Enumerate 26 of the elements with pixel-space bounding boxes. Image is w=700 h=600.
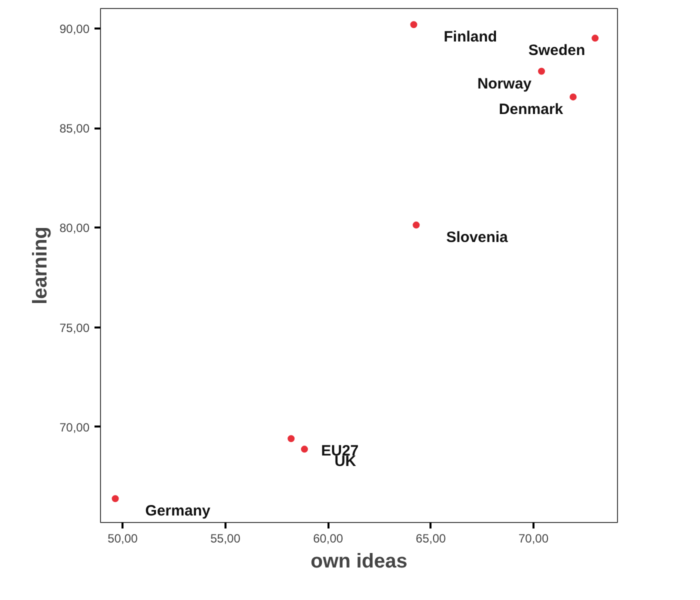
y-tick-label: 85,00 — [59, 122, 90, 136]
point — [592, 34, 599, 42]
y-tick-label: 75,00 — [59, 320, 90, 335]
annotation: Germany — [145, 502, 211, 520]
annotation: Slovenia — [446, 229, 509, 246]
x-axis-title: own ideas — [310, 550, 408, 572]
y-axis-title: learning — [29, 226, 52, 304]
point — [538, 68, 545, 75]
y-tick-label: 70,00 — [59, 420, 90, 434]
y-tick-label: 90,00 — [59, 22, 90, 36]
annotation: Norway — [477, 75, 532, 92]
point — [300, 446, 308, 453]
point — [112, 495, 119, 502]
annotation: Finland — [444, 28, 498, 46]
point — [288, 435, 295, 442]
point — [570, 93, 577, 100]
x-tick-label: 60,00 — [313, 532, 344, 546]
x-tick-label: 50,00 — [108, 532, 138, 546]
x-tick-label: 70,00 — [518, 532, 549, 546]
annotation: Sweden — [528, 42, 586, 60]
x-tick-label: 65,00 — [416, 532, 446, 546]
y-tick-label: 80,00 — [59, 221, 90, 236]
point — [410, 21, 418, 28]
point — [412, 222, 420, 229]
x-tick-label: 55,00 — [210, 532, 241, 546]
annotation: Denmark — [498, 100, 564, 118]
